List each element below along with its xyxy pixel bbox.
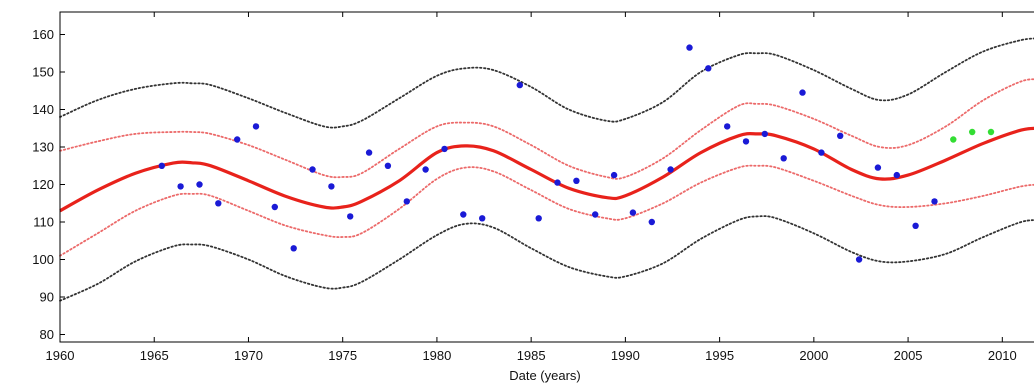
data-point-held-out <box>969 128 976 136</box>
x-tick-label: 1995 <box>705 348 734 363</box>
data-point-observed <box>855 256 863 263</box>
x-axis-label: Date (years) <box>509 368 581 383</box>
series-line-inner_upper <box>59 78 1034 180</box>
points-layer <box>158 44 995 263</box>
axes-layer <box>59 11 1034 343</box>
data-point-observed <box>742 138 750 145</box>
series-line-mean <box>59 126 1034 213</box>
data-point-observed <box>441 145 448 153</box>
y-tick-label: 110 <box>33 215 54 230</box>
data-point-observed <box>196 181 203 188</box>
data-point-observed <box>215 200 222 207</box>
data-point-observed <box>837 132 844 139</box>
data-point-observed <box>347 213 354 220</box>
x-tick-label: 1990 <box>611 348 640 363</box>
x-tick-label: 2010 <box>988 348 1017 363</box>
data-point-observed <box>893 171 900 179</box>
data-point-observed <box>460 211 467 218</box>
data-point-observed <box>309 166 316 173</box>
data-point-observed <box>158 162 165 169</box>
y-tick-label: 140 <box>32 102 54 117</box>
y-tick-label: 160 <box>32 27 54 42</box>
y-tick-label: 100 <box>32 252 54 267</box>
x-tick-label: 1980 <box>422 348 451 363</box>
data-point-observed <box>592 211 599 218</box>
series-layer <box>59 37 1034 302</box>
data-point-held-out <box>950 136 957 143</box>
data-point-observed <box>479 215 486 222</box>
data-point-observed <box>610 171 618 179</box>
data-point-observed <box>252 123 260 130</box>
y-tick-label: 80 <box>40 327 54 342</box>
data-point-observed <box>403 198 410 205</box>
data-point-observed <box>931 198 938 205</box>
data-point-observed <box>290 245 297 252</box>
data-point-observed <box>328 183 335 190</box>
data-point-observed <box>535 215 542 222</box>
data-point-observed <box>629 209 637 216</box>
data-point-observed <box>686 44 693 51</box>
x-tick-label: 2000 <box>799 348 828 363</box>
data-point-observed <box>761 130 768 138</box>
data-point-observed <box>365 149 373 156</box>
data-point-observed <box>667 166 674 173</box>
x-tick-label: 1970 <box>234 348 263 363</box>
x-tick-label: 1975 <box>328 348 357 363</box>
series-line-outer_upper <box>59 37 1034 129</box>
data-point-observed <box>780 155 787 162</box>
data-point-observed <box>177 183 184 190</box>
x-tick-label: 1985 <box>517 348 546 363</box>
data-point-observed <box>818 149 825 156</box>
data-point-observed <box>384 162 392 169</box>
data-point-observed <box>422 166 429 173</box>
y-tick-label: 150 <box>32 65 54 80</box>
series-line-inner_lower <box>59 164 1034 257</box>
y-tick-label: 90 <box>40 290 54 305</box>
data-point-held-out <box>987 128 995 136</box>
y-tick-label: 120 <box>32 177 54 192</box>
ticks-layer: 1960 1965 1970 1975 1980 1985 1990 1995 2000 2005… <box>32 12 1017 363</box>
data-point-observed <box>799 89 806 96</box>
data-point-observed <box>705 65 712 72</box>
data-point-observed <box>234 136 241 143</box>
data-point-observed <box>554 179 561 186</box>
data-point-observed <box>573 177 580 184</box>
x-tick-label: 1960 <box>46 348 75 363</box>
data-point-observed <box>874 164 882 171</box>
series-line-outer_lower <box>59 215 1034 302</box>
data-point-observed <box>516 81 523 89</box>
data-point-observed <box>271 203 278 211</box>
data-point-observed <box>724 123 731 130</box>
axes-frame <box>59 11 1034 343</box>
data-point-observed <box>912 222 919 229</box>
x-tick-label: 1965 <box>140 348 169 363</box>
data-point-observed <box>648 218 655 226</box>
y-tick-label: 130 <box>32 140 54 155</box>
x-tick-label: 2005 <box>894 348 923 363</box>
